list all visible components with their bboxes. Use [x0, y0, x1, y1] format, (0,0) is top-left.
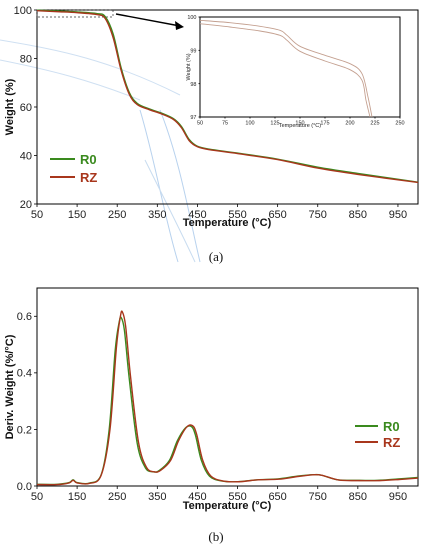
inset-plot-frame [199, 16, 401, 118]
panel-a-y-tick-label: 20 [20, 199, 32, 211]
zoom-arrow-head [175, 21, 184, 30]
panel-b-y-tick-label: 0.2 [17, 424, 32, 436]
panel-b-series-rz-line [36, 310, 419, 486]
panel-b-y-tick-label: 0.4 [17, 368, 32, 380]
panel-b-label: (b) [208, 529, 223, 544]
panel-b-chart: 50 150 250 350 450 550 650 750 850 950 0.0 0.2 0.4 0.… [4, 287, 419, 544]
panel-b-x-tick-label: 750 [309, 491, 327, 503]
inset-x-tick-label: 150 [295, 121, 304, 127]
panel-a-y-tick-label: 100 [14, 5, 32, 17]
panel-a-legend: R0 RZ [50, 152, 97, 185]
panel-a-x-tick-label: 350 [148, 209, 166, 221]
legend-label-r0: R0 [80, 152, 97, 167]
panel-a-x-tick-label: 950 [389, 209, 407, 221]
panel-a-label: (a) [209, 249, 223, 264]
inset-y-tick-label: 97 [190, 115, 196, 121]
panel-a-chart: 50 150 250 350 450 550 650 750 850 950 20 40 60 80 100… [4, 5, 419, 264]
inset-series-rz-line [199, 23, 371, 118]
panel-a-x-axis-title: Temperature (°C) [183, 217, 272, 229]
zoom-region-box [36, 9, 114, 18]
panel-b-series-r0-line [36, 316, 419, 486]
panel-b-plot-frame [36, 287, 419, 487]
background-guides [0, 39, 201, 263]
panel-b-x-tick-label: 450 [188, 491, 206, 503]
panel-b-x-tick-label: 550 [228, 491, 246, 503]
panel-b-y-tick-label: 0.6 [17, 311, 32, 323]
inset-x-tick-label: 50 [197, 121, 203, 127]
panel-b-y-tick-label: 0.0 [17, 481, 32, 493]
inset-y-axis-title: Weight (%) [186, 53, 192, 80]
panel-a-x-tick-label: 250 [108, 209, 126, 221]
inset-chart: 50 75 100 125 150 175 200 225 250 97 98 99 100 Tempe… [186, 15, 405, 129]
inset-y-tick-label: 98 [190, 82, 196, 88]
panel-b-x-tick-label: 850 [349, 491, 367, 503]
panel-a-x-tick-label: 650 [268, 209, 286, 221]
panel-a-x-tick-label: 50 [31, 209, 43, 221]
inset-x-tick-label: 125 [270, 121, 279, 127]
panel-b-y-axis-title: Deriv. Weight (%/°C) [4, 334, 16, 439]
panel-a-x-tick-label: 750 [309, 209, 327, 221]
inset-x-tick-label: 250 [395, 121, 404, 127]
panel-a-x-tick-label: 550 [228, 209, 246, 221]
panel-a-series-rz-line [36, 10, 419, 184]
panel-a-x-tick-label: 850 [349, 209, 367, 221]
inset-x-tick-label: 175 [320, 121, 329, 127]
panel-a-x-tick-label: 150 [68, 209, 86, 221]
inset-series-r0-line [199, 19, 373, 118]
panel-a-y-tick-label: 60 [20, 102, 32, 114]
panel-b-legend: R0 RZ [355, 419, 400, 450]
panel-b-x-tick-label: 250 [108, 491, 126, 503]
inset-x-axis-title: Temperature (°C) [279, 123, 321, 129]
panel-a-y-tick-label: 40 [20, 150, 32, 162]
panel-a-y-axis-title: Weight (%) [4, 78, 16, 135]
panel-a-x-tick-label: 450 [188, 209, 206, 221]
inset-x-tick-label: 200 [345, 121, 354, 127]
inset-x-tick-label: 75 [222, 121, 228, 127]
panel-b-x-tick-label: 150 [68, 491, 86, 503]
zoom-arrow [115, 13, 181, 27]
panel-b-x-tick-label: 650 [268, 491, 286, 503]
legend-label-rz-b: RZ [383, 435, 400, 450]
legend-label-r0-b: R0 [383, 419, 400, 434]
panel-a-y-tick-label: 80 [20, 53, 32, 65]
inset-x-tick-label: 225 [370, 121, 379, 127]
inset-y-tick-label: 100 [187, 15, 196, 21]
inset-y-tick-label: 99 [190, 48, 196, 54]
panel-b-x-tick-label: 950 [389, 491, 407, 503]
panel-b-x-tick-label: 50 [31, 491, 43, 503]
legend-label-rz: RZ [80, 170, 97, 185]
panel-b-x-tick-label: 350 [148, 491, 166, 503]
inset-x-tick-label: 100 [245, 121, 254, 127]
panel-b-x-axis-title: Temperature (°C) [183, 500, 272, 512]
